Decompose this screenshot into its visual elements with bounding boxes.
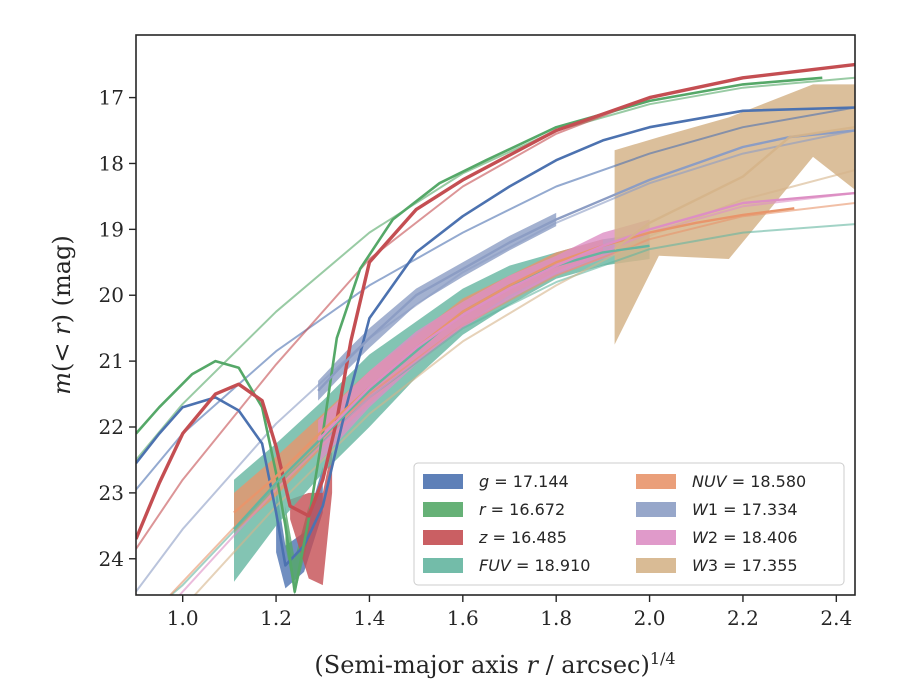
legend-swatch-g <box>423 474 463 489</box>
profile-curve-w1 <box>317 129 855 392</box>
profile-curve-g <box>136 106 855 567</box>
y-tick-label: 20 <box>99 283 124 307</box>
x-tick-label: 1.6 <box>447 606 479 630</box>
x-axis-ticks: 1.0 1.2 1.4 1.6 1.8 2.0 2.2 2.4 <box>167 595 852 630</box>
legend-label-w2: W2 = 18.406 <box>692 528 798 547</box>
profile-curve-z <box>136 62 855 540</box>
model-curve-r <box>136 76 855 461</box>
legend-swatch-w2 <box>636 530 676 545</box>
legend-swatch-z <box>423 530 463 545</box>
x-tick-label: 1.4 <box>354 606 386 630</box>
model-curve-w2 <box>178 192 855 595</box>
y-tick-label: 24 <box>99 547 124 571</box>
profile-curve-w2 <box>317 191 855 442</box>
legend-label-nuv: NUV = 18.580 <box>692 472 806 491</box>
legend-label-fuv: FUV = 18.910 <box>479 556 590 575</box>
y-tick-label: 17 <box>99 86 124 110</box>
x-axis-label: (Semi-major axis r / arcsec)1/4 <box>314 649 675 679</box>
legend-swatch-fuv <box>423 558 463 573</box>
legend-label-g: g = 17.144 <box>479 472 569 491</box>
legend: g = 17.144 r = 16.672 z = 16.485 FUV = 18.9… <box>413 462 845 586</box>
legend-box <box>413 462 845 586</box>
model-curve-w1 <box>136 129 855 593</box>
legend-swatch-r <box>423 502 463 517</box>
y-axis-ticks: 17 18 19 20 21 22 23 24 <box>99 86 136 571</box>
y-tick-label: 18 <box>99 151 124 175</box>
legend-label-r: r = 16.672 <box>479 500 565 519</box>
legend-label-z: z = 16.485 <box>478 528 567 547</box>
legend-label-w1: W1 = 17.334 <box>692 500 798 519</box>
legend-label-w3: W3 = 17.355 <box>692 556 798 575</box>
band-w3 <box>614 84 855 345</box>
legend-swatch-w1 <box>636 502 676 517</box>
x-tick-label: 2.0 <box>634 606 666 630</box>
profile-curve-w3 <box>613 126 855 251</box>
y-axis-label: m(< r) (mag) <box>48 235 76 395</box>
y-tick-label: 23 <box>99 481 124 505</box>
x-tick-label: 2.4 <box>820 606 852 630</box>
model-curve-fuv <box>169 223 855 595</box>
y-tick-label: 21 <box>99 349 124 373</box>
x-tick-label: 2.2 <box>727 606 759 630</box>
legend-swatch-nuv <box>636 474 676 489</box>
y-tick-label: 22 <box>99 415 124 439</box>
y-tick-label: 19 <box>99 217 124 241</box>
profile-curves <box>136 62 855 593</box>
model-curve-g <box>136 106 855 491</box>
x-tick-label: 1.0 <box>167 606 199 630</box>
x-tick-label: 1.8 <box>540 606 572 630</box>
profile-curve-r <box>136 76 823 593</box>
x-tick-label: 1.2 <box>260 606 292 630</box>
plot-frame <box>135 34 856 596</box>
legend-swatch-w3 <box>636 558 676 573</box>
band-fuv <box>234 232 650 582</box>
profile-curve-nuv <box>233 207 795 514</box>
